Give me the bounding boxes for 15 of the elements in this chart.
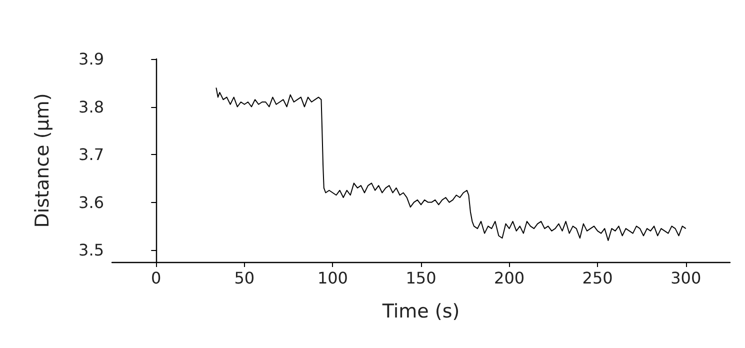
x-tick-label: 100 [317,268,348,288]
x-tick-label: 50 [234,268,255,288]
y-tick-label: 3.6 [78,192,104,212]
y-tick-label: 3.7 [78,145,104,164]
x-tick-label: 150 [406,268,436,288]
x-tick-label: 200 [494,268,525,288]
y-axis-title: Distance (μm) [32,93,54,228]
y-tick-label: 3.5 [78,240,104,260]
x-tick-label: 0 [151,268,162,288]
y-tick-label: 3.9 [78,50,104,68]
x-axis-title: Time (s) [381,300,460,322]
line-series [216,87,686,242]
x-tick-label: 300 [670,268,702,288]
y-tick-label: 3.8 [78,97,104,116]
x-tick-label: 250 [582,268,613,288]
